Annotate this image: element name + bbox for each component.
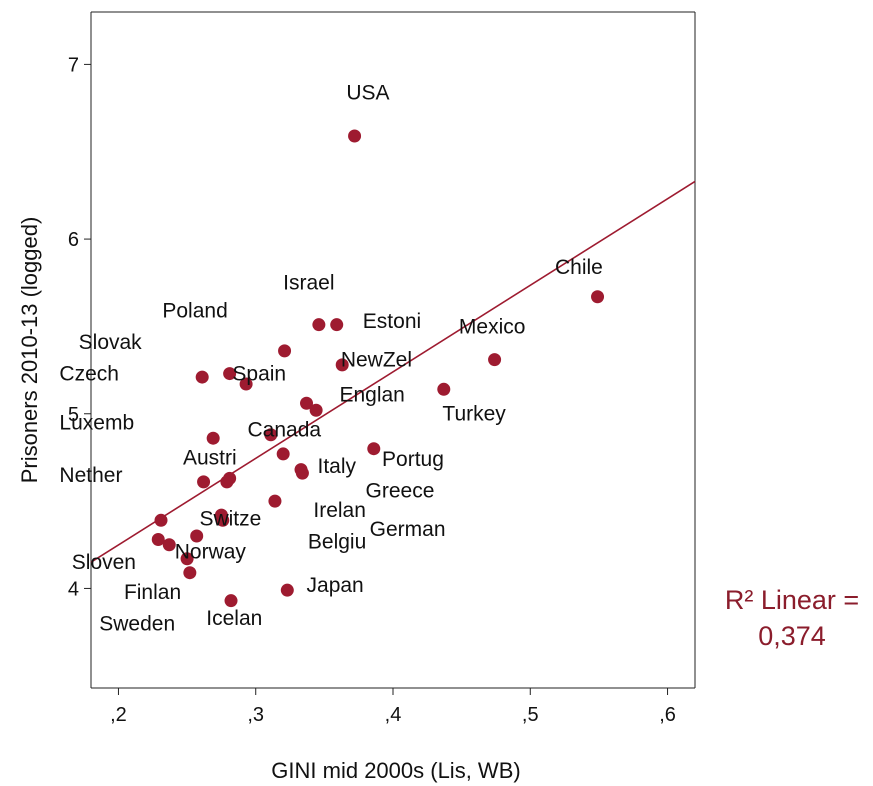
point-label: Nether [59,464,122,487]
point-label: Slovak [79,331,143,354]
point-label: NewZel [341,349,412,372]
point-label: Switze [199,508,261,531]
x-tick-label: ,4 [385,704,402,726]
point-label: Portug [382,448,444,471]
point-label: Finlan [124,581,181,604]
data-point [330,318,344,332]
y-ticks: 4 5 6 7 [68,54,91,600]
point-label: Englan [339,384,404,407]
point-label: Belgiu [308,530,366,553]
data-point [224,594,238,608]
y-tick-label: 4 [68,578,79,600]
point-label: Norway [175,541,247,564]
data-point [190,529,204,543]
data-point [280,583,294,597]
point-label: Chile [555,256,603,279]
data-point [295,466,309,480]
data-point [367,442,381,456]
data-point [268,494,282,508]
data-point [437,382,451,396]
point-label: Estoni [363,310,421,333]
data-point [276,447,290,461]
data-point [239,377,253,391]
data-point [309,403,323,417]
data-point [151,533,165,547]
linear-fit-line [90,180,696,563]
point-label: Sweden [99,612,175,635]
point-label: Israel [283,272,334,295]
point-label: Czech [59,363,119,386]
r2-label-line2: 0,374 [758,621,826,651]
data-point [300,396,314,410]
data-point [488,353,502,367]
point-label: Spain [232,363,286,386]
data-point [180,552,194,566]
data-point [216,513,230,527]
data-point [197,475,211,489]
point-label: German [370,518,446,541]
y-tick-label: 6 [68,229,79,251]
x-axis-title: GINI mid 2000s (Lis, WB) [271,758,520,783]
data-point [162,538,176,552]
data-point [278,344,292,358]
data-point [348,129,362,143]
point-label: Canada [247,418,321,441]
data-point [195,370,209,384]
point-label: Sloven [72,551,136,574]
r2-label-line1: R² Linear = [725,585,859,615]
point-label: Turkey [442,403,506,426]
x-tick-label: ,5 [522,704,539,726]
data-point [154,513,168,527]
point-label: Japan [307,574,364,597]
y-tick-label: 7 [68,54,79,76]
point-labels: USA Chile Israel Poland Estoni Mexico Slovak Ne… [59,81,602,635]
point-label: Irelan [313,499,366,522]
y-tick-label: 5 [68,404,79,426]
point-label: Mexico [459,315,526,338]
point-label: Austri [183,446,237,469]
data-point [183,566,197,580]
point-label: Italy [318,455,357,478]
x-ticks: ,2 ,3 ,4 ,5 ,6 [110,688,676,726]
data-point [223,367,237,381]
x-tick-label: ,2 [110,704,127,726]
data-point [223,471,237,485]
point-label: Icelan [206,607,262,630]
point-label: Poland [162,300,227,323]
point-label: Greece [366,480,435,503]
x-tick-label: ,3 [247,704,264,726]
data-point [312,318,326,332]
data-point [335,358,349,372]
point-label: Luxemb [59,411,134,434]
data-point [591,290,605,304]
data-point [206,431,220,445]
point-label: USA [346,81,389,104]
y-axis-title: Prisoners 2010-13 (logged) [17,217,42,484]
data-point [264,428,278,442]
data-points [151,129,605,608]
x-tick-label: ,6 [659,704,676,726]
